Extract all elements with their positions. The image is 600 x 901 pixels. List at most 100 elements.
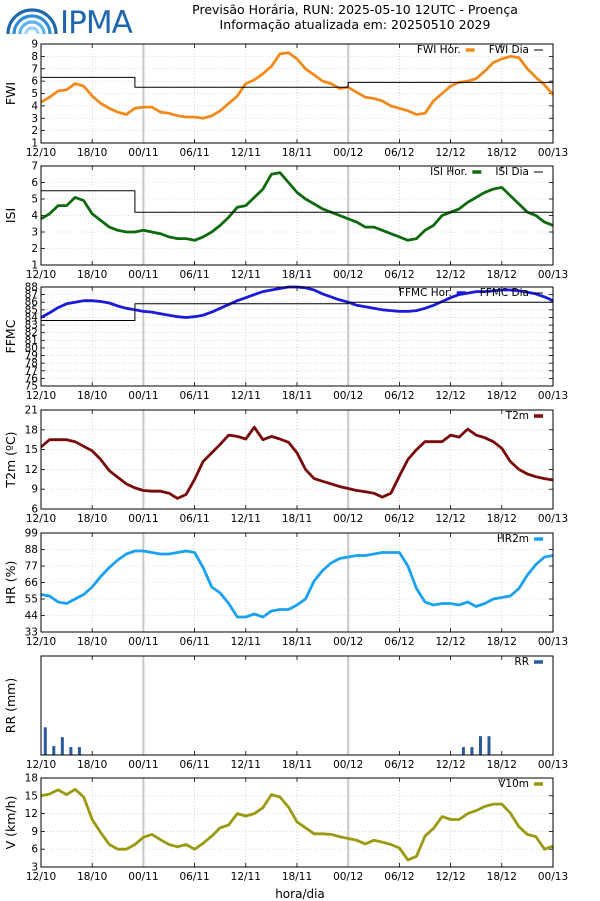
- y-tick-label: 18: [25, 773, 38, 785]
- panel-rr: 12/10 18/10 00/11 06/11 12/11 18/11 00/12 06/12…: [3, 655, 568, 771]
- y-axis-label: HR (%): [3, 561, 18, 605]
- panel-isi: 1 2 3 4 5 6 7 12/10 18/10 00/11 06/11 12/11 18/11 00/…: [3, 161, 568, 282]
- rr-bar: [60, 737, 64, 755]
- x-tick-label: 12/12: [435, 636, 465, 648]
- x-axis-title: hora/dia: [275, 887, 325, 901]
- y-tick-label: 9: [31, 484, 38, 496]
- x-tick-label: 18/10: [77, 147, 107, 159]
- x-tick-label: 18/10: [77, 513, 107, 525]
- fwi-hourly-line: [40, 51, 555, 120]
- x-tick-label: 00/12: [333, 147, 363, 159]
- plot-frame: [40, 165, 554, 266]
- legend-label: FFMC Dia: [480, 287, 529, 299]
- y-tick-label: 12: [25, 808, 38, 820]
- panel-hr2m: 33 44 55 66 77 88 99 12/10 18/10 00/11 06/11 12/11 1…: [3, 528, 568, 649]
- y-tick-label: 77: [25, 365, 38, 377]
- y-tick-label: 88: [25, 544, 38, 556]
- x-tick-label: 18/12: [487, 759, 517, 771]
- plot-frame: [40, 655, 554, 756]
- y-tick-label: 77: [25, 561, 38, 573]
- y-tick-label: 3: [31, 862, 38, 874]
- x-tick-label: 06/12: [384, 871, 414, 883]
- y-tick-label: 99: [25, 528, 38, 540]
- x-tick-label: 06/11: [179, 759, 209, 771]
- header: IPMA Previsão Horária, RUN: 2025-05-10 1…: [0, 0, 600, 41]
- x-tick-label: 18/10: [77, 390, 107, 402]
- hr2m-hourly-line: [40, 549, 554, 619]
- x-tick-label: 18/11: [282, 269, 312, 281]
- rr-bar: [478, 736, 482, 755]
- y-tick-label: 8: [31, 51, 38, 63]
- legend-label: FWI Dia: [489, 44, 529, 56]
- x-tick-label: 00/11: [128, 871, 158, 883]
- x-tick-label: 18/11: [282, 759, 312, 771]
- x-tick-label: 00/13: [538, 390, 568, 402]
- x-tick-label: 00/12: [333, 636, 363, 648]
- y-tick-label: 82: [25, 327, 38, 339]
- x-tick-label: 00/12: [333, 390, 363, 402]
- x-tick-label: 12/12: [435, 513, 465, 525]
- v10m-hourly-line: [40, 787, 554, 862]
- x-tick-label: 00/13: [538, 636, 568, 648]
- y-tick-label: 81: [25, 335, 38, 347]
- fwi-daily-line: [41, 76, 553, 88]
- plot-frame: [40, 286, 554, 387]
- x-tick-label: 18/10: [77, 871, 107, 883]
- t2m-hourly-line: [40, 425, 554, 500]
- y-tick-label: 2: [31, 125, 38, 137]
- plot-frame: [40, 777, 554, 868]
- y-tick-label: 75: [25, 381, 38, 393]
- isi-daily-line: [41, 190, 553, 213]
- x-tick-label: 06/11: [179, 147, 209, 159]
- x-tick-label: 18/12: [487, 513, 517, 525]
- x-tick-label: 18/11: [282, 871, 312, 883]
- x-tick-label: 18/10: [77, 759, 107, 771]
- y-tick-label: 5: [31, 88, 38, 100]
- y-tick-label: 18: [25, 424, 38, 436]
- y-axis-label: FFMC: [3, 319, 18, 353]
- rr-bar: [69, 747, 73, 755]
- y-tick-label: 80: [25, 342, 38, 354]
- x-tick-label: 06/11: [179, 269, 209, 281]
- x-tick-label: 12/11: [231, 871, 261, 883]
- x-tick-label: 12/11: [231, 513, 261, 525]
- x-tick-label: 06/12: [384, 390, 414, 402]
- y-tick-label: 87: [25, 289, 38, 301]
- y-tick-label: 3: [31, 113, 38, 125]
- y-tick-label: 21: [25, 405, 38, 417]
- legend-label: HR2m: [497, 533, 529, 545]
- legend-label: T2m: [505, 410, 529, 422]
- x-tick-label: 12/11: [231, 269, 261, 281]
- plot-frame: [40, 532, 554, 633]
- x-tick-label: 18/12: [487, 871, 517, 883]
- x-tick-label: 06/12: [384, 513, 414, 525]
- y-axis-label: RR (mm): [3, 678, 18, 733]
- ffmc-daily-line: [41, 301, 553, 321]
- y-tick-label: 7: [31, 161, 38, 173]
- x-tick-label: 12/10: [26, 759, 56, 771]
- y-tick-label: 85: [25, 304, 38, 316]
- plot-frame: [40, 43, 554, 144]
- plot-frame: [40, 409, 554, 510]
- y-tick-label: 86: [25, 297, 39, 309]
- x-tick-label: 18/11: [282, 513, 312, 525]
- y-tick-label: 6: [31, 177, 38, 189]
- title-line-1: Previsão Horária, RUN: 2025-05-10 12UTC …: [192, 2, 518, 17]
- legend-label: V10m: [498, 778, 529, 790]
- x-tick-label: 18/10: [77, 636, 107, 648]
- x-tick-label: 06/12: [384, 636, 414, 648]
- x-tick-label: 00/13: [538, 147, 568, 159]
- y-tick-label: 78: [25, 358, 38, 370]
- y-tick-label: 55: [25, 594, 38, 606]
- x-tick-label: 18/12: [487, 636, 517, 648]
- x-tick-label: 00/12: [333, 513, 363, 525]
- panel-v10m: 3 6 9 12 15 18 12/10 18/10 00/11 06/11 12/11 18/11 0…: [3, 773, 568, 884]
- isi-hourly-line: [40, 171, 554, 242]
- x-tick-label: 12/10: [26, 390, 56, 402]
- y-tick-label: 83: [25, 320, 38, 332]
- x-tick-label: 00/13: [538, 269, 568, 281]
- x-tick-label: 12/10: [26, 636, 56, 648]
- x-tick-label: 00/12: [333, 269, 363, 281]
- rr-bar: [52, 746, 56, 755]
